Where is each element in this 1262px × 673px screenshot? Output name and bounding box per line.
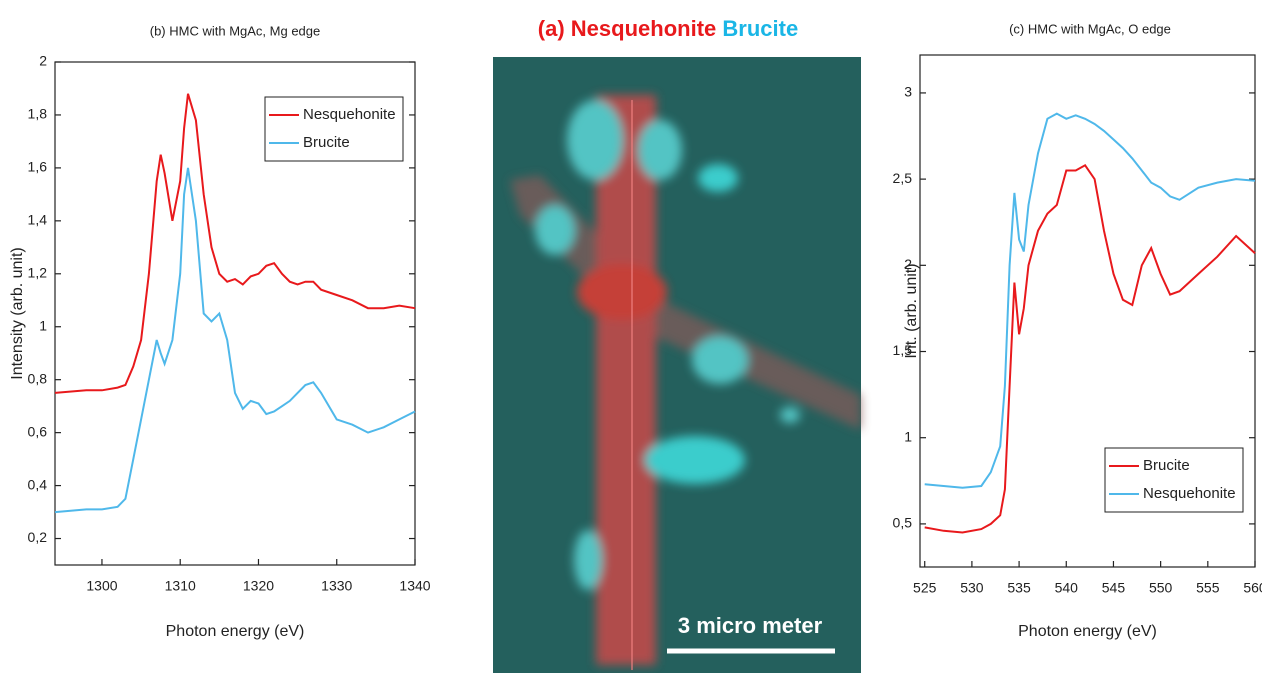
y-tick-label: 0,4 [28, 476, 48, 492]
series-line [924, 163, 1256, 534]
legend: Nesquehonite Brucite [264, 96, 404, 162]
y-tick-label: 1 [39, 317, 47, 333]
y-tick-label: 3 [904, 84, 912, 100]
x-tick-label: 530 [960, 580, 984, 596]
legend-label: Brucite [303, 134, 350, 151]
y-tick-label: 0,5 [893, 515, 913, 531]
chart-title: (b) HMC with MgAc, Mg edge [150, 23, 321, 38]
x-tick-label: 1340 [399, 578, 430, 594]
series-line [54, 167, 416, 514]
y-tick-label: 1,5 [893, 342, 913, 358]
y-tick-label: 2 [39, 53, 47, 69]
panel-title: (a) Nesquehonite Brucite [538, 16, 798, 41]
legend: Brucite Nesquehonite [1104, 447, 1244, 513]
x-tick-label: 560 [1243, 580, 1262, 596]
x-tick-label: 1320 [243, 578, 274, 594]
x-tick-label: 1310 [165, 578, 196, 594]
x-tick-label: 550 [1149, 580, 1173, 596]
legend-label: Brucite [1143, 457, 1190, 474]
x-tick-label: 1300 [86, 578, 117, 594]
y-tick-label: 0,2 [28, 529, 48, 545]
title-part: (a) Nesquehonite [538, 16, 716, 41]
y-axis-label: Int. (arb. unit) [903, 263, 920, 358]
x-tick-label: 540 [1055, 580, 1079, 596]
y-tick-label: 0,6 [28, 423, 48, 439]
micrograph: 3 micro meter [493, 57, 861, 673]
y-tick-label: 1,8 [28, 106, 48, 122]
y-tick-label: 1 [904, 428, 912, 444]
title-part: Brucite [722, 16, 798, 41]
plot-frame [54, 61, 416, 566]
plot-frame [919, 54, 1256, 568]
x-tick-label: 525 [913, 580, 937, 596]
y-tick-label: 0,8 [28, 370, 48, 386]
x-axis-label: Photon energy (eV) [166, 623, 305, 640]
series-line [54, 93, 416, 394]
legend-box [264, 96, 404, 162]
y-tick-label: 1,4 [28, 212, 48, 228]
chart-title: (c) HMC with MgAc, O edge [1009, 21, 1171, 36]
y-axis-label: Intensity (arb. unit) [9, 247, 26, 380]
x-tick-label: 1330 [321, 578, 352, 594]
y-tick-label: 1,6 [28, 159, 48, 175]
x-tick-label: 555 [1196, 580, 1220, 596]
y-tick-label: 1,2 [28, 264, 48, 280]
legend-label: Nesquehonite [1143, 485, 1236, 502]
x-axis-label: Photon energy (eV) [1018, 623, 1157, 640]
series-line [924, 112, 1256, 489]
scale-bar-label: 3 micro meter [678, 613, 823, 638]
legend-box [1104, 447, 1244, 513]
x-tick-label: 545 [1102, 580, 1126, 596]
y-tick-label: 2,5 [893, 170, 913, 186]
x-tick-label: 535 [1007, 580, 1031, 596]
y-tick-label: 2 [904, 256, 912, 272]
legend-label: Nesquehonite [303, 106, 396, 123]
